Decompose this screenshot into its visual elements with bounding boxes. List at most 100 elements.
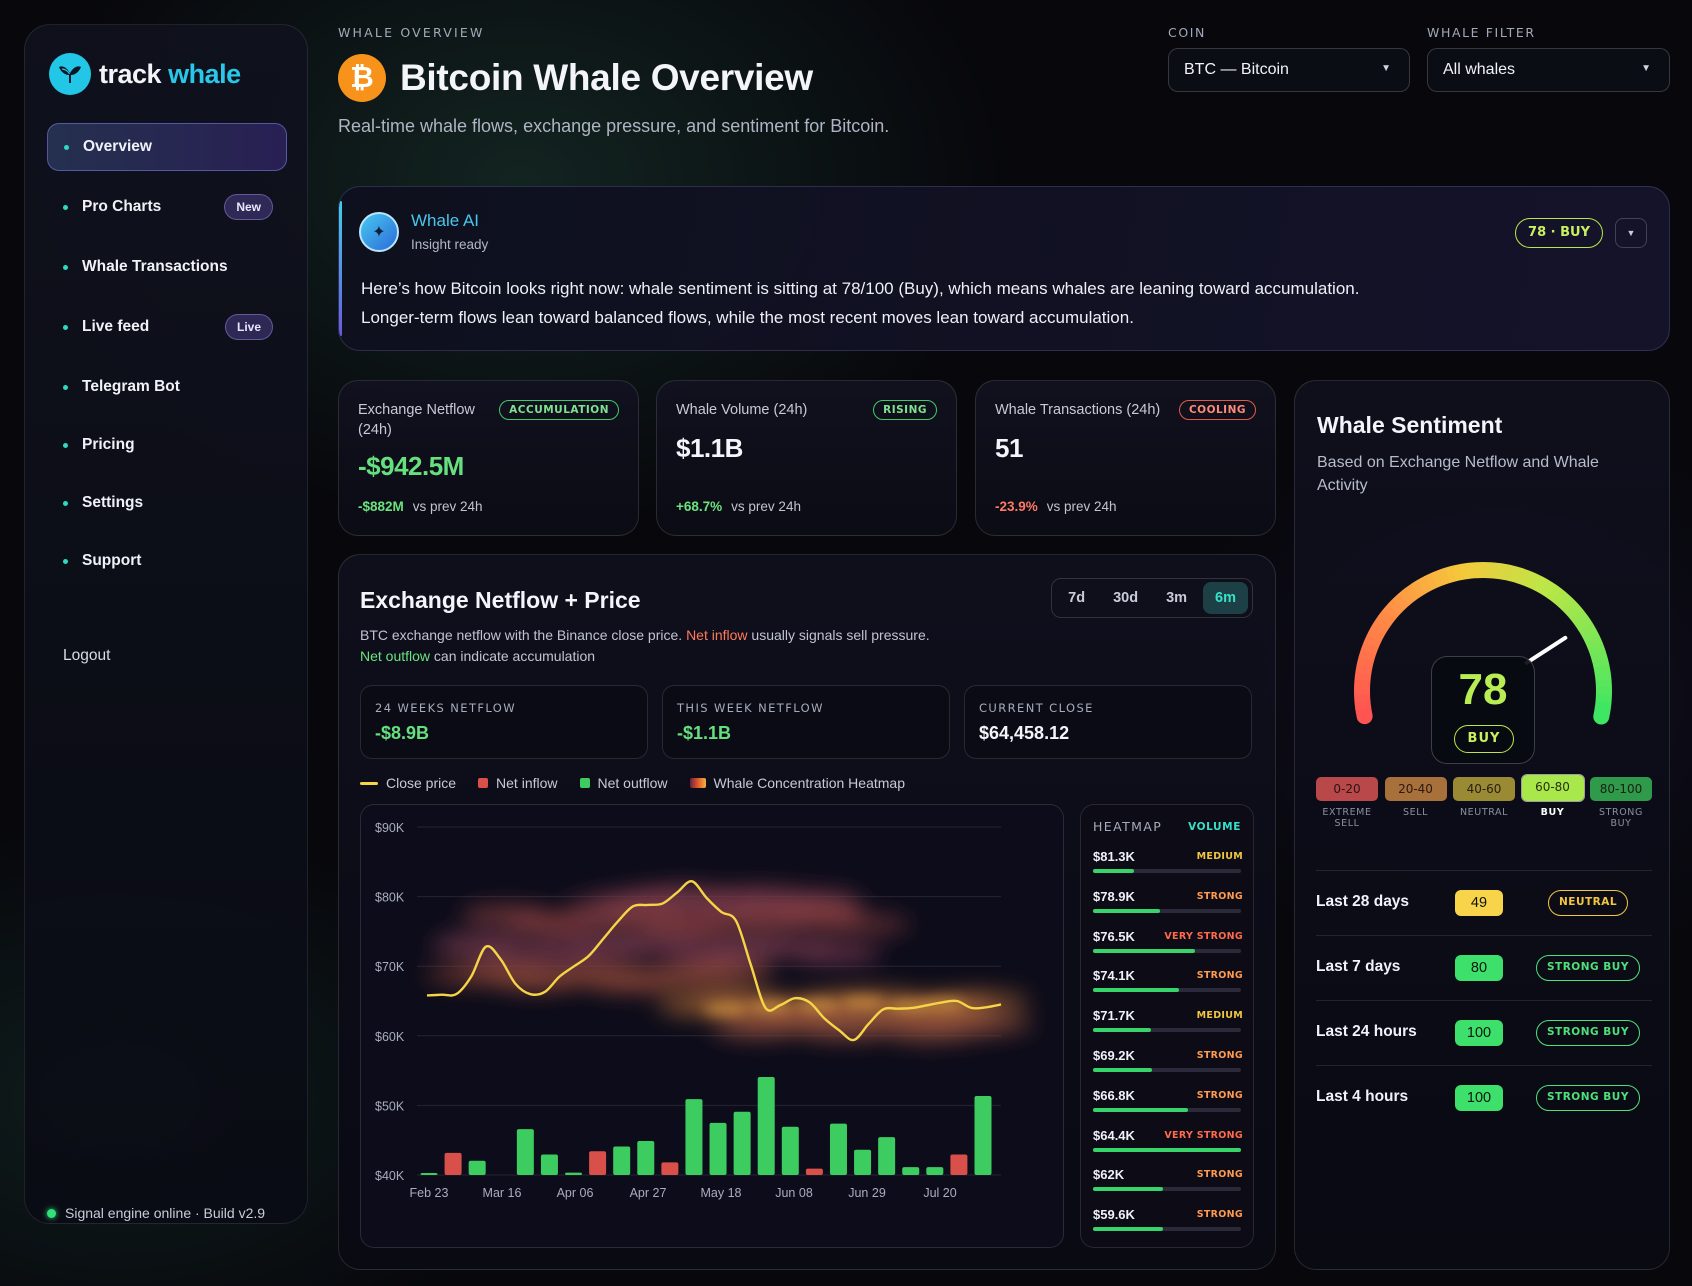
sidebar-item-label: Support: [82, 552, 142, 569]
tab-3m[interactable]: 3m: [1166, 590, 1188, 606]
netflow-bar: [613, 1146, 631, 1175]
status-badge: ACCUMULATION: [499, 400, 619, 420]
chart-title: Exchange Netflow + Price: [360, 587, 641, 613]
sidebar-item-whale-transactions[interactable]: Whale Transactions: [47, 243, 287, 291]
tab-7d[interactable]: 7d: [1068, 590, 1086, 606]
sidebar-item-label: Pro Charts: [82, 198, 162, 215]
stat-delta-suffix: vs prev 24h: [731, 499, 801, 514]
sidebar-item-overview[interactable]: Overview: [47, 123, 287, 171]
chart-legend: Close price Net inflow Net outflow Whale…: [360, 775, 905, 791]
gauge-arc-segment: [1581, 628, 1600, 643]
gauge-arc-segment: [1445, 565, 1457, 583]
sidebar-item-telegram-bot[interactable]: Telegram Bot: [47, 363, 287, 411]
heatmap-price: $69.2K: [1093, 1047, 1135, 1063]
coin-select[interactable]: BTC — Bitcoin ▼: [1168, 48, 1410, 92]
heatmap-row: $81.3K MEDIUM: [1093, 849, 1243, 889]
period-score: 49: [1455, 890, 1503, 916]
heatmap-level: VERY STRONG: [1164, 930, 1243, 942]
stat-label: Whale Volume (24h): [676, 402, 808, 418]
gauge-arc-segment: [1534, 576, 1549, 594]
y-tick-label: $90K: [375, 821, 405, 835]
sidebar-item-label: Settings: [82, 494, 144, 511]
heatmap-mode[interactable]: VOLUME: [1188, 821, 1241, 833]
netflow-bar: [950, 1154, 968, 1175]
ai-insight-line: Here’s how Bitcoin looks right now: whal…: [361, 279, 1360, 298]
x-tick-label: Jun 29: [848, 1186, 886, 1200]
netflow-bar: [637, 1141, 655, 1175]
legend-close-price[interactable]: Close price: [360, 775, 456, 791]
heatmap-hotspot: [921, 997, 966, 1010]
heatmap-row: $64.4K VERY STRONG: [1093, 1128, 1243, 1168]
gauge-arc-segment: [1587, 642, 1606, 656]
logo[interactable]: track whale: [49, 53, 241, 95]
gauge-arc-segment: [1496, 562, 1507, 580]
gauge-arc-segment: [1438, 567, 1451, 586]
heatmap-bar-track: [1093, 908, 1241, 913]
heatmap-blob: [789, 943, 882, 966]
whale-filter-select[interactable]: All whales ▼: [1427, 48, 1670, 92]
netflow-bar: [589, 1151, 607, 1175]
mini-label: 24 WEEKS NETFLOW: [375, 701, 517, 715]
netflow-bar: [757, 1077, 775, 1175]
y-tick-label: $50K: [375, 1099, 405, 1113]
sidebar-item-pricing[interactable]: Pricing: [47, 421, 287, 469]
period-name: Last 28 days: [1316, 893, 1410, 910]
gauge-arc-segment: [1355, 700, 1373, 725]
line-swatch-icon: [360, 781, 378, 785]
sidebar-item-support[interactable]: Support: [47, 537, 287, 585]
gauge-arc-segment: [1373, 615, 1392, 631]
gauge-arc-segment: [1393, 593, 1410, 611]
heatmap-panel: HEATMAP VOLUME $81.3K MEDIUM $78.9K STRONG $…: [1080, 804, 1254, 1248]
heatmap-bar-fill: [1093, 908, 1160, 913]
gauge-arc-segment: [1593, 701, 1611, 725]
sidebar-item-settings[interactable]: Settings: [47, 479, 287, 527]
gauge-arc-segment: [1551, 588, 1568, 606]
heatmap-blob: [680, 960, 773, 983]
heatmap-row: $62K STRONG: [1093, 1167, 1243, 1207]
period-tag: STRONG BUY: [1536, 955, 1640, 981]
heatmap-bar-track: [1093, 1107, 1241, 1112]
legend-label: Net inflow: [496, 775, 558, 791]
netflow-bar: [926, 1167, 944, 1175]
netflow-bar: [516, 1129, 534, 1175]
sentiment-period-row: Last 28 days 49 NEUTRAL: [1316, 870, 1652, 935]
plot-area[interactable]: $90K $80K $70K $60K $50K $40K Feb 23 Mar 16 Apr …: [360, 804, 1064, 1248]
heatmap-bar-fill: [1093, 1227, 1163, 1232]
heatmap-row: $76.5K VERY STRONG: [1093, 929, 1243, 969]
heatmap-row: $66.8K STRONG: [1093, 1088, 1243, 1128]
stat-delta: -23.9% vs prev 24h: [995, 499, 1117, 514]
sentiment-band: 60-80 BUY: [1520, 774, 1585, 829]
tab-30d[interactable]: 30d: [1113, 590, 1139, 606]
legend-net-inflow[interactable]: Net inflow: [478, 775, 558, 791]
stat-value: $1.1B: [676, 433, 743, 463]
tab-6m[interactable]: 6m: [1203, 582, 1248, 614]
band-range: 20-40: [1384, 777, 1447, 801]
score-box: 78 BUY: [1431, 656, 1535, 764]
heatmap-blob: [940, 1012, 1033, 1035]
sentiment-subtitle: Based on Exchange Netflow and Whale Acti…: [1317, 454, 1599, 494]
legend-net-outflow[interactable]: Net outflow: [579, 775, 668, 791]
period-name: Last 24 hours: [1316, 1023, 1417, 1040]
sidebar-item-live-feed[interactable]: Live feed Live: [47, 303, 287, 351]
heatmap-row: $74.1K STRONG: [1093, 968, 1243, 1008]
mini-value: -$8.9B: [375, 723, 430, 743]
heatmap-blob: [817, 913, 910, 936]
gauge-arc-segment: [1522, 570, 1536, 588]
gauge-arc-segment: [1410, 579, 1426, 598]
heatmap-bar-fill: [1093, 1147, 1241, 1152]
heatmap-row: $78.9K STRONG: [1093, 889, 1243, 929]
legend-label: Net outflow: [597, 775, 668, 791]
period-tag: NEUTRAL: [1548, 890, 1629, 916]
chevron-down-icon[interactable]: ▼: [1615, 218, 1647, 248]
gauge-needle: [1524, 635, 1568, 665]
mini-value: $64,458.12: [979, 723, 1070, 743]
status-badge: RISING: [873, 400, 937, 420]
sidebar-item-pro-charts[interactable]: Pro Charts New: [47, 183, 287, 231]
heatmap-hotspot: [795, 999, 840, 1012]
bullet-dot-icon: [63, 558, 68, 564]
period-tag: STRONG BUY: [1536, 1020, 1640, 1046]
gauge-arc-segment: [1430, 569, 1444, 588]
legend-heatmap[interactable]: Whale Concentration Heatmap: [689, 775, 905, 791]
gauge-arc-segment: [1354, 671, 1372, 682]
logout-link[interactable]: Logout: [63, 647, 111, 664]
